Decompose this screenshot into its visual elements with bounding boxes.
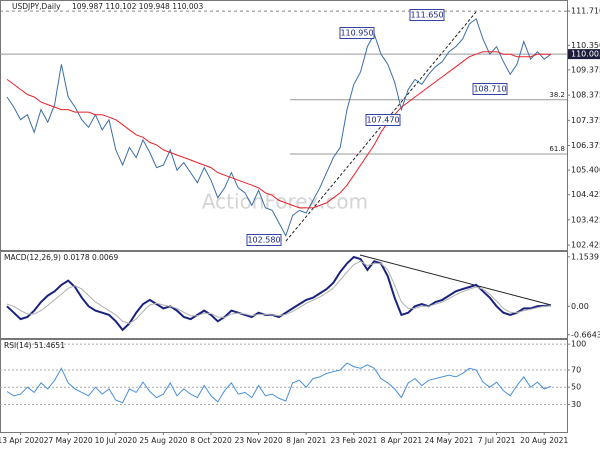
- last-price-label: 110.003: [571, 50, 600, 59]
- y-tick-label: 100: [571, 340, 586, 349]
- y-tick-label: 30: [571, 400, 581, 409]
- fib-label: 61.8: [549, 145, 565, 153]
- x-tick-label: 23 Nov 2020: [235, 436, 283, 445]
- annotation-box: [339, 27, 375, 39]
- annotation-box: [365, 114, 401, 126]
- x-tick-label: 27 May 2020: [44, 436, 93, 445]
- panel-title: MACD(12,26,9) 0.0178 0.0069: [4, 253, 118, 262]
- y-tick-label: 108.375: [571, 91, 600, 100]
- y-tick-label: 111.710: [571, 7, 600, 16]
- x-tick-label: 13 Apr 2020: [0, 436, 44, 445]
- y-tick-label: 103.425: [571, 215, 600, 224]
- series-line: [6, 260, 552, 324]
- x-tick-label: 24 May 2021: [425, 436, 474, 445]
- annotation: 102.580: [247, 236, 280, 245]
- annotation: 111.650: [410, 11, 443, 20]
- chart-title: USDJPY,Daily: [12, 2, 61, 11]
- annotation-box: [409, 9, 445, 21]
- annotation: 110.950: [340, 29, 373, 38]
- y-tick-label: 110.350: [571, 41, 600, 50]
- x-tick-label: 8 Apr 2021: [381, 436, 423, 445]
- y-tick-label: 109.375: [571, 65, 600, 74]
- annotation: 107.470: [366, 116, 399, 125]
- x-tick-label: 7 Jul 2021: [478, 436, 516, 445]
- x-tick-label: 8 Oct 2020: [190, 436, 232, 445]
- x-tick-label: 23 Feb 2021: [330, 436, 377, 445]
- panel-frame: [0, 339, 568, 433]
- y-tick-label: 50: [571, 383, 581, 392]
- y-tick-label: 1.1539: [571, 252, 599, 261]
- panel-frame: [0, 0, 568, 251]
- annotation-box: [472, 83, 508, 95]
- series-line: [6, 51, 551, 209]
- x-tick-label: 20 Aug 2021: [520, 436, 568, 445]
- y-tick-label: 107.375: [571, 116, 600, 125]
- series-line: [6, 18, 552, 237]
- trend-line: [285, 11, 477, 242]
- chart-subtitle: 109.987 110.102 109.948 110.003: [72, 2, 203, 11]
- panel-title: RSI(14) 51.4651: [4, 341, 65, 350]
- x-tick-label: 25 Aug 2020: [139, 436, 187, 445]
- y-tick-label: -0.6643: [571, 330, 600, 339]
- fib-label: 38.2: [549, 91, 565, 99]
- x-tick-label: 8 Jan 2021: [286, 436, 326, 445]
- y-tick-label: 106.375: [571, 141, 600, 150]
- y-tick-label: 104.425: [571, 190, 600, 199]
- y-tick-label: 102.425: [571, 241, 600, 250]
- series-line: [6, 255, 552, 332]
- annotation: 108.710: [473, 85, 506, 94]
- y-tick-label: 0.00: [571, 302, 589, 311]
- y-tick-label: 70: [571, 366, 581, 375]
- y-tick-label: 105.400: [571, 166, 600, 175]
- panel-frame: [0, 251, 568, 339]
- annotation-box: [246, 234, 282, 246]
- trend-line: [359, 254, 552, 306]
- watermark: ActionForex.com: [202, 190, 368, 214]
- series-line: [6, 362, 552, 404]
- x-tick-label: 10 Jul 2020: [95, 436, 138, 445]
- last-price-box: [568, 49, 600, 60]
